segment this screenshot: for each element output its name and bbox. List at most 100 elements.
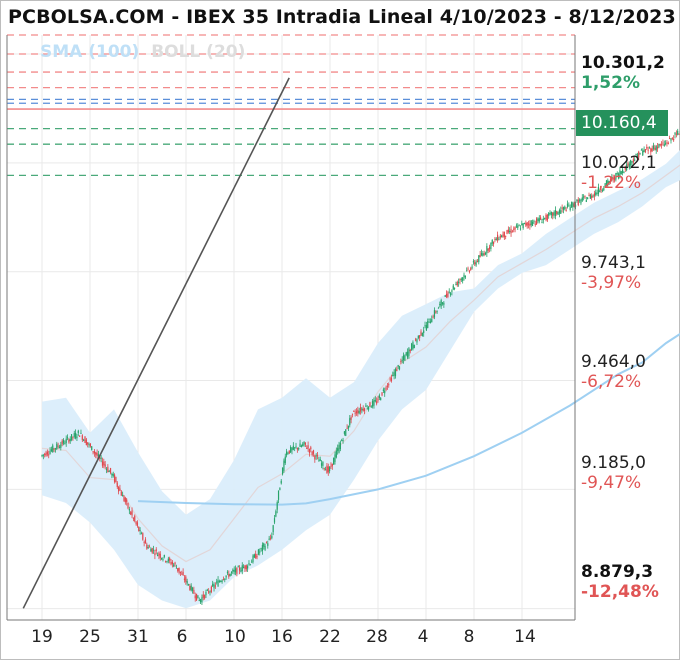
candle-body [658,143,660,148]
candle-body [174,562,176,565]
candle-body [173,564,175,567]
candle-body [549,212,551,214]
candle-body [480,253,483,256]
candle-body [189,585,191,590]
candle-body [463,274,465,278]
candle-body [127,502,129,509]
candle-body [392,375,394,377]
candle-body [101,461,104,466]
candle-body [535,218,538,225]
candle-body [210,586,212,593]
candle-body [57,445,59,447]
candle-body [622,169,624,173]
candle-body [162,558,164,560]
candle-body [671,137,673,139]
candle-body [304,442,307,445]
candle-body [441,302,444,304]
candle-body [69,438,71,442]
candle-body [416,339,418,343]
candle-body [557,212,559,215]
candle-body [585,200,587,202]
candle-body [279,487,281,491]
candle-body [470,268,472,270]
candle-body [46,451,48,455]
candle-body [675,133,677,135]
candle-body [415,339,417,341]
candle-body [527,223,530,225]
candle-body [221,580,223,582]
candle-body [105,468,108,470]
candle-body [208,591,210,593]
candle-body [319,459,321,461]
candle-body [175,567,177,569]
candle-body [156,554,159,557]
trendlines [22,77,290,609]
candle-body [284,456,286,463]
candle-body [611,177,613,179]
candle-body [349,418,351,426]
price-label-2: 10.022,1 [581,153,657,173]
x-tick: 6 [176,627,188,647]
candle-body [570,202,573,208]
candle-body [190,585,192,591]
candle-body [120,491,122,496]
candle-body [142,533,144,540]
candle-body [623,171,625,173]
candle-body [616,173,618,175]
candle-body [466,270,468,272]
candle-body [218,581,221,583]
candle-body [230,571,233,573]
candle-body [365,405,367,407]
candle-body [233,569,235,572]
candle-body [591,195,593,199]
candle-body [260,548,262,550]
candle-body [552,212,554,216]
candle-body [642,150,644,156]
candle-body [568,205,570,207]
candle-body [377,398,379,401]
x-tick: 31 [127,627,149,647]
candle-body [323,468,325,470]
candle-body [163,555,165,558]
candle-body [617,173,620,179]
candle-body [596,192,598,194]
candle-body [335,450,337,458]
candle-body [334,454,336,462]
candle-body [455,284,457,286]
candle-body [186,581,188,584]
candle-body [607,180,609,185]
candle-body [428,318,430,320]
candle-body [411,343,413,350]
candle-body [521,223,523,226]
candle-body [530,220,532,225]
candle-body [444,295,446,297]
candle-body [577,199,579,206]
candle-body [491,239,493,244]
candle-body [76,436,78,439]
candle-body [144,539,147,544]
candle-body [261,544,264,552]
candle-body [572,202,574,208]
candle-body [179,571,182,573]
candle-body [390,377,393,381]
candle-body [385,387,387,390]
candle-body [103,461,105,466]
candle-body [167,558,169,562]
candle-body [478,255,480,263]
candle-body [280,480,282,484]
candle-body [178,567,180,573]
candle-body [165,561,167,563]
candle-body [202,594,204,598]
candle-body [423,330,425,334]
candle-body [226,571,229,574]
candle-body [95,452,97,455]
candle-body [292,445,294,450]
candle-body [367,406,370,410]
reference-levels [7,34,575,177]
candle-body [511,231,513,233]
candle-body [580,199,582,204]
candle-body [232,569,234,572]
candle-body [151,548,153,553]
candle-body [104,464,106,467]
